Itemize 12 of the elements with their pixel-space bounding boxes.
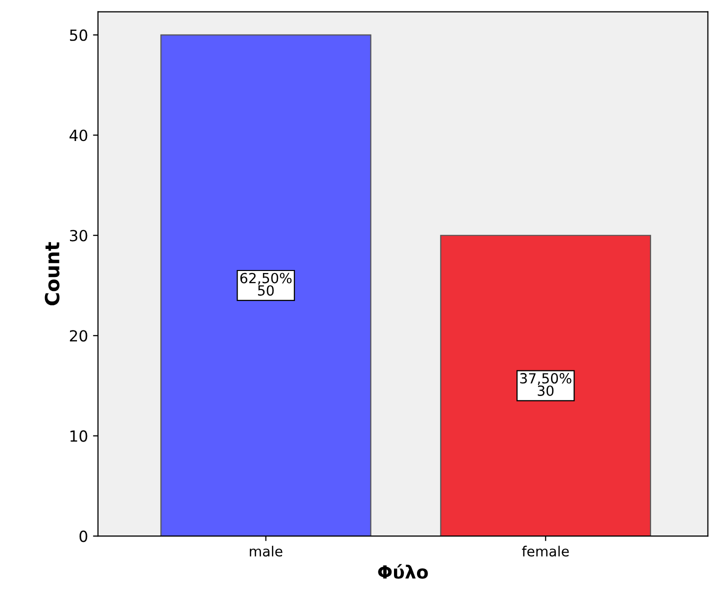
y-tick-label: 10 (70, 430, 88, 442)
y-tick-label: 20 (70, 330, 88, 342)
y-tick-label: 50 (70, 29, 88, 41)
x-axis-title: Φύλο (378, 564, 428, 579)
y-axis-title: Count (44, 242, 60, 306)
x-tick-label: male (250, 546, 282, 557)
data-label: 62,50% 50 (240, 272, 292, 296)
y-tick-label: 40 (70, 130, 88, 142)
data-label: 37,50% 30 (520, 373, 572, 396)
y-tick-label: 0 (80, 530, 88, 542)
x-tick-label: female (522, 546, 569, 557)
y-tick-label: 30 (70, 230, 88, 242)
